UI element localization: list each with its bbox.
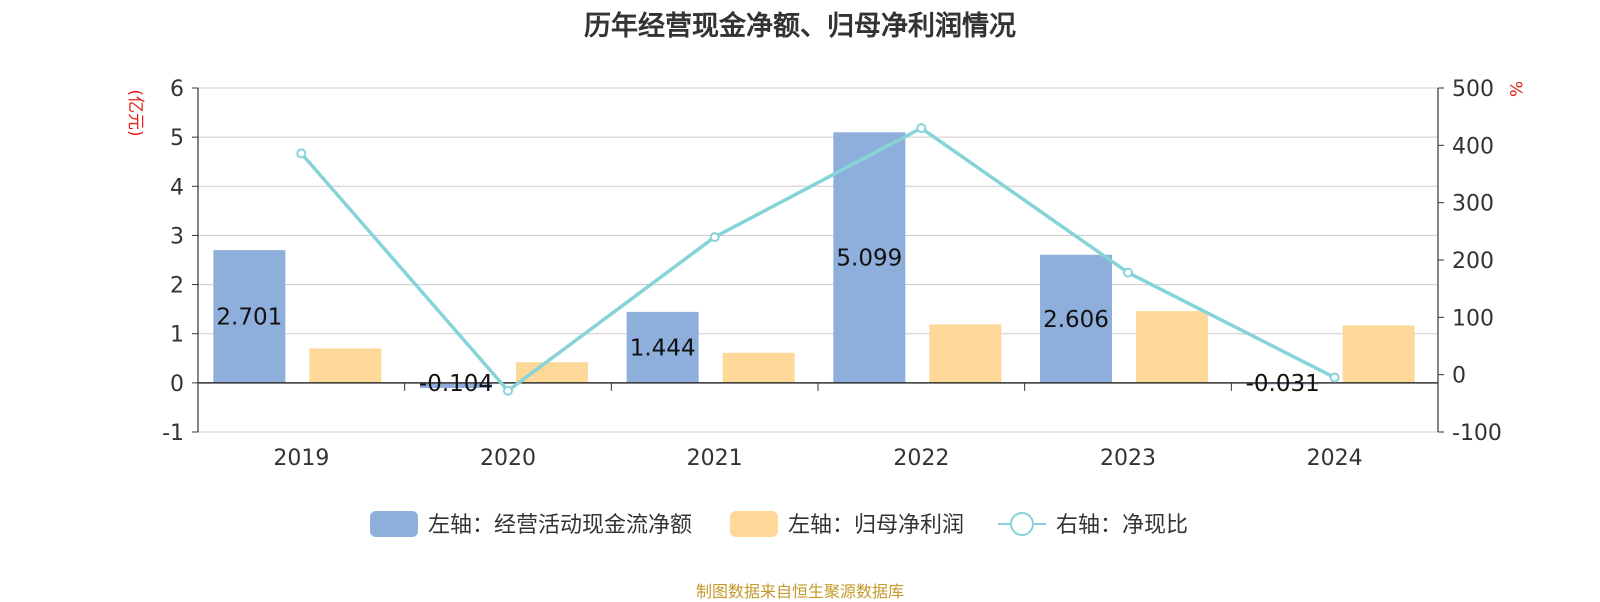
net-cash-ratio-point xyxy=(503,385,513,396)
cashflow-bar xyxy=(833,132,906,383)
left-axis-unit: (亿元) xyxy=(125,89,145,136)
legend-label: 右轴：净现比 xyxy=(1056,513,1188,538)
legend: 左轴：经营活动现金流净额 左轴：归母净利润 右轴：净现比 xyxy=(370,511,1188,538)
cashflow-bar xyxy=(1040,254,1112,383)
cashflow-data-label: -0.104 xyxy=(419,371,493,397)
right-tick-label: 200 xyxy=(1452,249,1494,274)
axes: -1 0 1 2 3 4 5 6 -100 0 100 200 300 400 500 (亿元)% 2019 20… xyxy=(125,77,1525,471)
net-profit-bar xyxy=(929,324,1002,383)
net-profit-bar xyxy=(516,362,588,383)
cashflow-bar xyxy=(626,311,699,383)
right-tick-label: 100 xyxy=(1452,306,1494,331)
cashflow-data-label: -0.031 xyxy=(1246,371,1320,397)
net-profit-bar xyxy=(309,348,382,383)
right-tick-label: -100 xyxy=(1452,421,1502,446)
left-tick-label: 5 xyxy=(170,126,184,151)
category-label: 2022 xyxy=(893,446,949,471)
cashflow-data-label: 1.444 xyxy=(630,335,696,361)
source-note: 制图数据来自恒生聚源数据库 xyxy=(695,582,904,601)
cashflow-bar xyxy=(420,382,492,388)
right-tick-label: 500 xyxy=(1452,77,1494,102)
left-tick-label: 4 xyxy=(170,175,184,200)
category-label: 2019 xyxy=(273,446,329,471)
right-tick-label: 400 xyxy=(1452,134,1494,159)
right-axis-unit: % xyxy=(1505,81,1525,97)
cashflow-bar xyxy=(213,250,286,383)
category-label: 2024 xyxy=(1307,446,1363,471)
line-series xyxy=(296,123,1340,396)
net-profit-bar xyxy=(1342,325,1415,383)
legend-label: 左轴：经营活动现金流净额 xyxy=(428,513,692,538)
net-cash-ratio-point xyxy=(296,148,307,159)
net-cash-ratio-point xyxy=(1329,372,1340,383)
grid-lines xyxy=(198,87,1438,433)
legend-swatch-marker xyxy=(1010,512,1034,536)
chart-title: 历年经营现金净额、归母净利润情况 xyxy=(584,11,1016,42)
legend-label: 左轴：归母净利润 xyxy=(788,513,964,538)
right-tick-label: 0 xyxy=(1452,364,1466,389)
cashflow-data-label: 5.099 xyxy=(836,246,902,272)
right-tick-label: 300 xyxy=(1452,192,1494,217)
bar-series xyxy=(213,132,1415,388)
category-label: 2021 xyxy=(687,446,743,471)
left-tick-label: 1 xyxy=(170,323,184,348)
net-cash-ratio-point xyxy=(1123,267,1133,278)
net-cash-ratio-point xyxy=(916,123,927,134)
net-cash-ratio-line xyxy=(300,126,1336,393)
left-tick-label: -1 xyxy=(162,421,184,446)
net-cash-ratio-point xyxy=(709,232,720,243)
left-tick-label: 6 xyxy=(170,77,184,102)
cashflow-data-label: 2.701 xyxy=(216,304,282,330)
cashflow-bar xyxy=(1246,382,1319,385)
net-profit-bar xyxy=(1136,311,1208,383)
left-tick-label: 2 xyxy=(170,274,184,299)
cashflow-data-label: 2.606 xyxy=(1043,307,1109,333)
left-tick-label: 3 xyxy=(170,224,184,249)
data-labels: 2.701 -0.104 1.444 5.099 2.606 -0.031 xyxy=(216,246,1319,397)
left-tick-label: 0 xyxy=(170,372,184,397)
legend-swatch-bar xyxy=(730,511,778,537)
legend-swatch-bar xyxy=(370,511,418,537)
category-label: 2023 xyxy=(1100,446,1156,471)
net-profit-bar xyxy=(722,352,795,383)
category-label: 2020 xyxy=(480,446,536,471)
